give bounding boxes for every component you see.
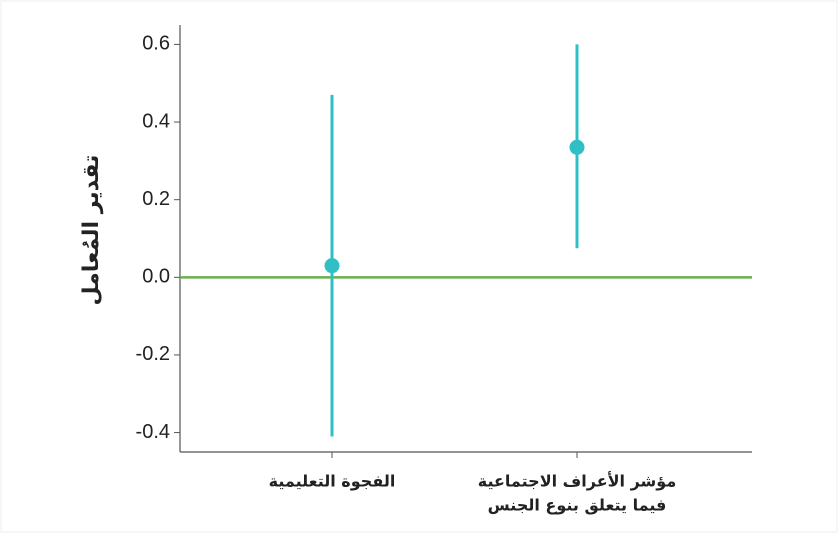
x-tick-label: مؤشر الأعراف الاجتماعية xyxy=(478,472,676,491)
y-tick-label: -0.2 xyxy=(136,343,170,365)
y-axis-label: تقدير المُعامل xyxy=(79,155,104,306)
x-tick-label: فيما يتعلق بنوع الجنس xyxy=(488,496,667,515)
y-tick-label: 0.0 xyxy=(142,266,170,288)
y-tick-label: 0.6 xyxy=(142,33,170,55)
point xyxy=(324,258,340,274)
y-tick-label: -0.4 xyxy=(136,421,170,443)
y-tick-label: 0.2 xyxy=(142,188,170,210)
x-tick-label: الفجوة التعليمية xyxy=(269,472,396,491)
point xyxy=(569,139,585,155)
y-tick-label: 0.4 xyxy=(142,110,170,132)
